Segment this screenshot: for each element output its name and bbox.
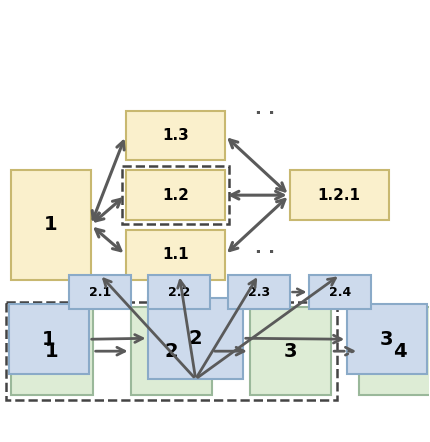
Bar — [6, 302, 337, 400]
Bar — [11, 308, 93, 395]
Bar — [11, 170, 91, 280]
Text: 3: 3 — [284, 342, 297, 361]
Text: 2: 2 — [189, 329, 203, 348]
Text: 1.2.1: 1.2.1 — [318, 188, 361, 203]
Text: 2.1: 2.1 — [89, 286, 111, 298]
Text: . .: . . — [255, 100, 275, 118]
Bar — [359, 308, 430, 395]
Bar — [122, 166, 229, 224]
Text: 2.4: 2.4 — [329, 286, 351, 298]
Text: 3: 3 — [380, 330, 393, 349]
Text: 2: 2 — [164, 342, 178, 361]
Bar — [148, 274, 210, 309]
Bar — [347, 305, 427, 374]
Text: 2.3: 2.3 — [248, 286, 270, 298]
Text: 2.2: 2.2 — [168, 286, 190, 298]
Bar — [131, 308, 212, 395]
Text: 1.2: 1.2 — [162, 188, 189, 203]
Bar — [250, 308, 331, 395]
Text: 1: 1 — [45, 342, 59, 361]
Bar — [126, 110, 225, 160]
Text: 1: 1 — [44, 215, 58, 234]
Text: 4: 4 — [393, 342, 407, 361]
Bar — [69, 274, 131, 309]
Text: 1.3: 1.3 — [162, 128, 189, 143]
Bar — [148, 297, 243, 379]
Bar — [228, 274, 289, 309]
Bar — [289, 170, 389, 220]
Text: . .: . . — [255, 239, 275, 257]
Bar — [126, 230, 225, 280]
Bar — [310, 274, 371, 309]
Text: 1: 1 — [42, 330, 56, 349]
Bar — [9, 305, 89, 374]
Text: 1.1: 1.1 — [162, 247, 189, 262]
Bar — [126, 170, 225, 220]
